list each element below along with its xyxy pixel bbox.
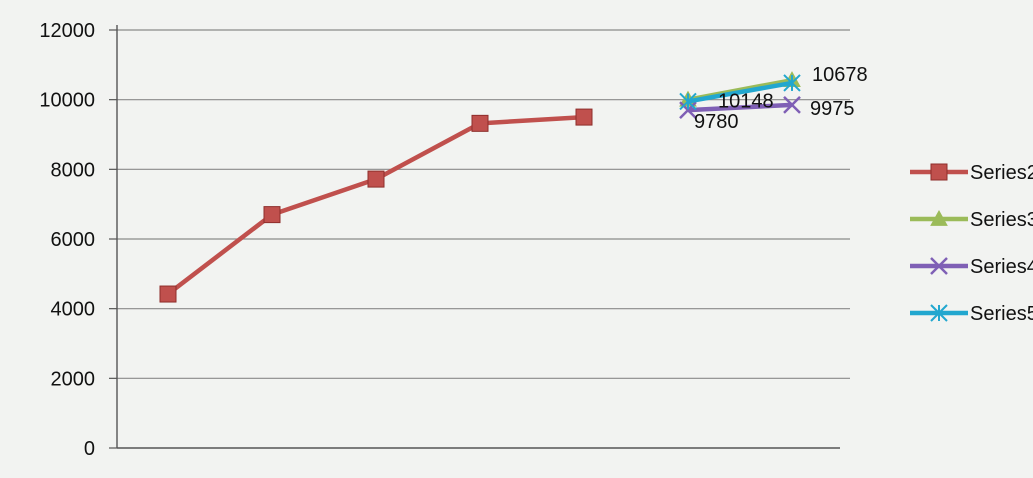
series-line-series4: [687, 102, 793, 113]
data-point-series4-2: [783, 96, 801, 114]
legend-item-series4: Series4: [910, 256, 1033, 278]
data-label: 9975: [810, 98, 855, 120]
data-point-series2-2: [263, 206, 281, 224]
y-tick-label: 10000: [39, 90, 95, 112]
y-tick-label: 2000: [51, 368, 96, 390]
y-tick-label: 6000: [51, 229, 96, 251]
y-tick-label: 0: [84, 438, 95, 460]
legend: Series2 Series3 Series4 Series5: [910, 162, 1033, 325]
y-tick-label: 4000: [51, 299, 96, 321]
data-point-series2-4: [471, 114, 489, 132]
legend-label: Series5: [970, 303, 1033, 325]
y-axis-ticks: 0 2000 4000 6000 8000 10000 12000: [39, 20, 117, 460]
series-layer: [159, 71, 801, 303]
data-point-series4-1: [679, 101, 697, 120]
data-point-series2-3: [367, 170, 385, 188]
data-label: 9780: [694, 111, 739, 133]
data-point-series2-5: [575, 108, 593, 126]
legend-label: Series2: [970, 162, 1033, 184]
data-point-series2-1: [159, 285, 177, 303]
y-tick-label: 12000: [39, 20, 95, 42]
data-point-series5-1: [679, 92, 697, 111]
legend-marker: [930, 257, 948, 275]
data-label: 10148: [718, 90, 774, 112]
legend-item-series3: Series3: [910, 209, 1033, 231]
data-labels: 9780 9975 10148 10678: [694, 64, 868, 133]
legend-item-series2: Series2: [910, 162, 1033, 184]
series-line-series5: [687, 80, 793, 104]
legend-marker: [930, 304, 948, 322]
legend-label: Series4: [970, 256, 1033, 278]
data-label: 10678: [812, 64, 868, 86]
data-point-series5-2: [783, 74, 801, 92]
legend-marker: [930, 163, 948, 181]
legend-marker: [930, 209, 948, 226]
legend-label: Series3: [970, 209, 1033, 231]
legend-item-series5: Series5: [910, 303, 1033, 325]
axes: [116, 25, 840, 449]
y-tick-label: 8000: [51, 159, 96, 181]
